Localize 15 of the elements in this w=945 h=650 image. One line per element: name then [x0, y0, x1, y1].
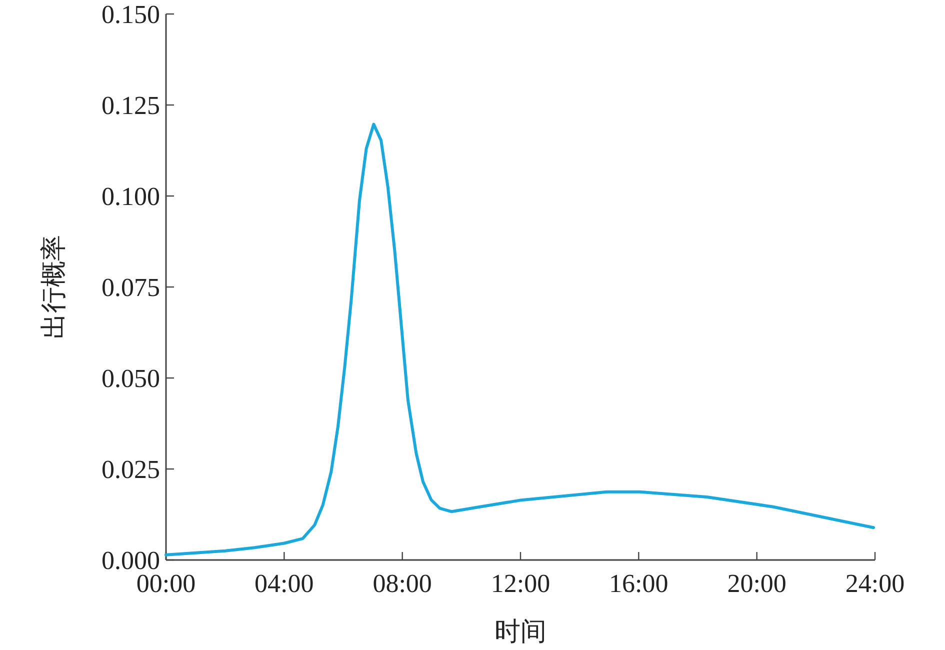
x-tick-label: 12:00	[490, 569, 550, 598]
x-tick-label: 20:00	[727, 569, 786, 598]
x-axis-title: 时间	[494, 617, 546, 646]
y-tick-label: 0.125	[102, 91, 160, 120]
line-series	[164, 122, 876, 556]
y-tick-label: 0.100	[102, 182, 160, 211]
x-tick-label: 04:00	[254, 569, 314, 598]
y-tick-label: 0.150	[102, 0, 160, 29]
y-tick-label: 0.025	[102, 455, 160, 484]
x-tick-label: 16:00	[609, 569, 668, 598]
y-tick-label: 0.050	[102, 364, 160, 393]
y-axis-title: 出行概率	[39, 235, 68, 339]
x-tick-label: 24:00	[845, 569, 905, 598]
y-tick-label: 0.075	[102, 273, 160, 302]
x-tick-label: 08:00	[372, 569, 432, 598]
